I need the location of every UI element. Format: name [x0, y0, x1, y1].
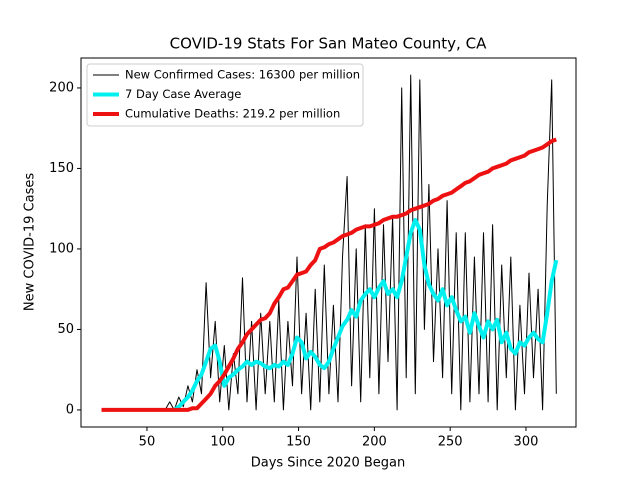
- legend-label: 7 Day Case Average: [125, 87, 241, 101]
- x-tick-label: 150: [286, 435, 311, 450]
- legend-box: [86, 63, 364, 127]
- x-tick-label: 50: [139, 435, 156, 450]
- plot-frame: [80, 57, 577, 428]
- x-tick-label: 200: [362, 435, 387, 450]
- x-axis-label: Days Since 2020 Began: [251, 456, 406, 471]
- x-tick-label: 250: [438, 435, 463, 450]
- x-tick-label: 300: [514, 435, 539, 450]
- y-tick-label: 150: [49, 161, 74, 176]
- y-axis-label: New COVID-19 Cases: [23, 173, 38, 311]
- x-tick-label: 100: [210, 435, 235, 450]
- y-tick-label: 200: [49, 80, 74, 95]
- series-line: [101, 137, 557, 412]
- y-tick-label: 100: [49, 241, 74, 256]
- chart-title: COVID-19 Stats For San Mateo County, CA: [170, 35, 487, 53]
- series-line: [173, 218, 559, 412]
- y-tick-label: 0: [66, 402, 74, 417]
- series-line: [101, 74, 557, 411]
- legend-label: New Confirmed Cases: 16300 per million: [125, 68, 360, 82]
- legend-label: Cumulative Deaths: 219.2 per million: [125, 107, 340, 121]
- y-tick-label: 50: [57, 322, 74, 337]
